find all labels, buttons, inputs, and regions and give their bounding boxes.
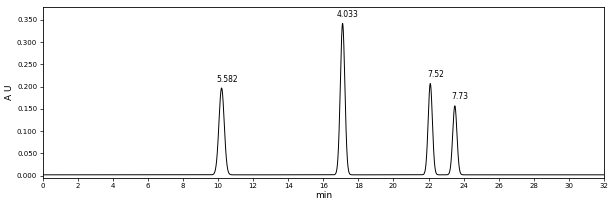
Text: 7.52: 7.52 [427,70,444,79]
Text: 5.582: 5.582 [216,75,238,84]
X-axis label: min: min [315,191,332,200]
Text: 7.73: 7.73 [451,92,468,101]
Text: 4.033: 4.033 [337,10,359,19]
Y-axis label: A U: A U [5,84,14,100]
